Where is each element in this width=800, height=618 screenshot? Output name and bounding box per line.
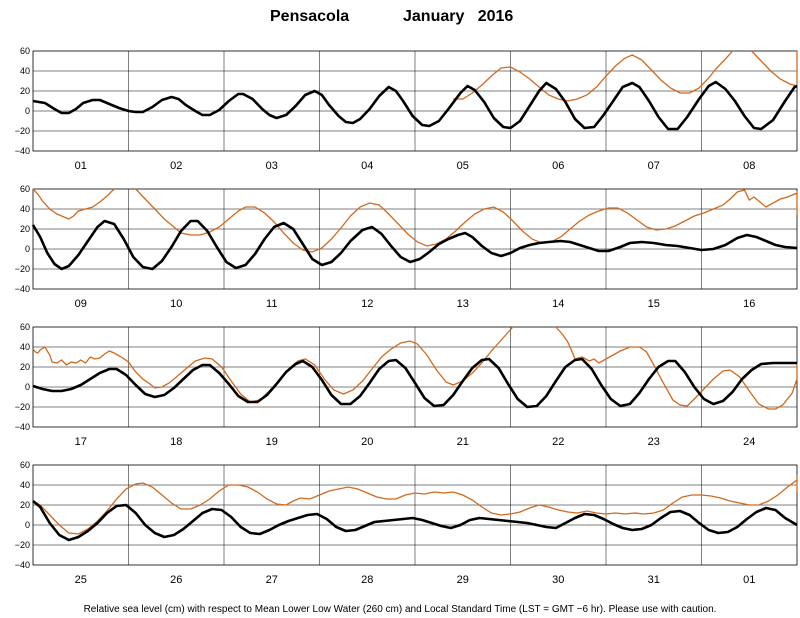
day-label: 27 xyxy=(266,574,278,586)
panel-4: −40 −20 0 20 40 60 25 26 27 28 29 30 31 01 xyxy=(15,460,798,586)
y-tick-label: 20 xyxy=(20,500,30,510)
observed-line xyxy=(32,188,115,220)
day-label: 07 xyxy=(648,160,660,172)
day-label: 24 xyxy=(743,436,755,448)
day-label: 23 xyxy=(648,436,660,448)
panel-1: −40 −20 0 20 40 60 01 02 03 04 05 06 07 08 xyxy=(15,46,798,172)
y-tick-label: 20 xyxy=(20,86,30,96)
chart-title-station: Pensacola xyxy=(270,8,349,25)
y-tick-label: 60 xyxy=(20,184,30,194)
y-tick-label: −20 xyxy=(15,264,30,274)
predicted-line xyxy=(32,500,798,542)
y-tick-label: −40 xyxy=(15,422,30,432)
day-label: 08 xyxy=(743,160,755,172)
y-tick-label: 60 xyxy=(20,46,30,56)
day-label: 28 xyxy=(361,574,373,586)
day-label: 31 xyxy=(648,574,660,586)
y-tick-label: 40 xyxy=(20,204,30,214)
chart-title-month-year: January 2016 xyxy=(403,8,513,25)
day-label: 06 xyxy=(552,160,564,172)
day-label: 15 xyxy=(648,298,660,310)
y-tick-label: 20 xyxy=(20,224,30,234)
day-label: 30 xyxy=(552,574,564,586)
y-tick-label: −20 xyxy=(15,540,30,550)
predicted-line xyxy=(32,357,797,409)
observed-line xyxy=(751,50,798,87)
y-tick-label: 60 xyxy=(20,322,30,332)
observed-line xyxy=(32,326,514,403)
predicted-line xyxy=(31,219,798,271)
chart-footnote: Relative sea level (cm) with respect to … xyxy=(84,604,717,615)
y-tick-label: 0 xyxy=(25,244,30,254)
day-label: 02 xyxy=(170,160,182,172)
observed-line xyxy=(32,475,798,535)
observed-line xyxy=(135,188,798,253)
day-label: 20 xyxy=(361,436,373,448)
day-label: 18 xyxy=(170,436,182,448)
observed-line xyxy=(453,50,733,102)
day-label: 11 xyxy=(266,298,277,310)
y-tick-label: 0 xyxy=(25,520,30,530)
panel-2: −40 −20 0 20 40 60 09 10 11 12 13 14 15 16 xyxy=(15,184,798,310)
day-label: 05 xyxy=(457,160,469,172)
y-tick-label: 20 xyxy=(20,362,30,372)
day-label: 09 xyxy=(75,298,87,310)
day-label: 01 xyxy=(75,160,87,172)
day-label: 29 xyxy=(457,574,469,586)
y-tick-label: −40 xyxy=(15,560,30,570)
y-tick-label: 40 xyxy=(20,342,30,352)
y-tick-label: 0 xyxy=(25,106,30,116)
chart-panels: −40 −20 0 20 40 60 01 02 03 04 05 06 07 08 −40 −20 0 20 40… xyxy=(15,46,798,586)
panel-3: −40 −20 0 20 40 60 17 18 19 20 21 22 23 24 xyxy=(15,322,798,448)
day-label: 14 xyxy=(552,298,564,310)
day-label: 03 xyxy=(266,160,278,172)
day-label: 12 xyxy=(361,298,373,310)
observed-line xyxy=(555,326,798,410)
day-label: 04 xyxy=(361,160,373,172)
y-tick-label: 40 xyxy=(20,480,30,490)
day-label: 25 xyxy=(75,574,87,586)
day-label: 19 xyxy=(266,436,278,448)
y-tick-label: −40 xyxy=(15,146,30,156)
y-tick-label: 40 xyxy=(20,66,30,76)
y-tick-label: 60 xyxy=(20,460,30,470)
y-tick-label: 0 xyxy=(25,382,30,392)
day-label: 10 xyxy=(170,298,182,310)
y-tick-label: −20 xyxy=(15,126,30,136)
day-label: 16 xyxy=(743,298,755,310)
day-label: 17 xyxy=(75,436,87,448)
predicted-line xyxy=(32,80,798,131)
day-label: 21 xyxy=(457,436,469,448)
day-label: 01 xyxy=(743,574,755,586)
day-label: 26 xyxy=(170,574,182,586)
y-tick-label: −20 xyxy=(15,402,30,412)
y-tick-label: −40 xyxy=(15,284,30,294)
day-label: 22 xyxy=(552,436,564,448)
day-label: 13 xyxy=(457,298,469,310)
